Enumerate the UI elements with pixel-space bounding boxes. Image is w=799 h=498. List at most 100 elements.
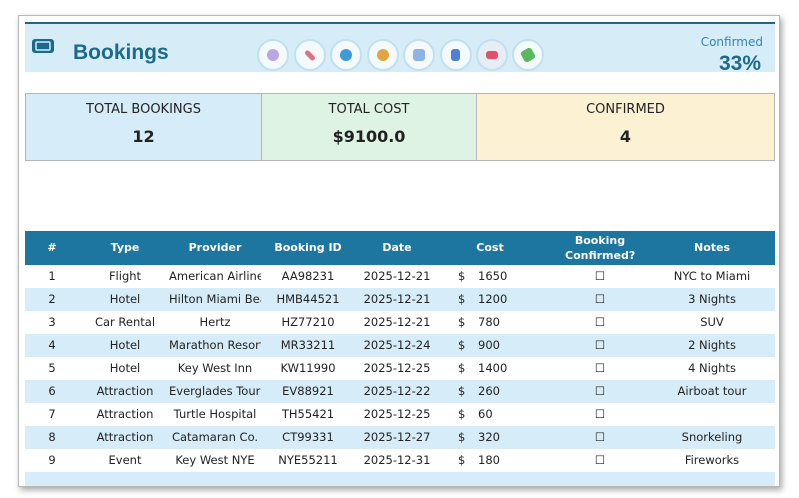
table-cell: 2025-12-31 [363,453,431,467]
table-cell: Everglades Tours [169,384,261,398]
checkbox[interactable]: ☐ [594,453,606,467]
table-cell: $ [458,407,466,421]
table-cell: $ [458,269,466,283]
checkbox[interactable]: ☐ [594,407,606,421]
table-cell: 320 [478,430,500,444]
kpi-label: TOTAL COST [328,102,410,117]
table-cell: TH55421 [281,407,335,421]
table-cell: KW11990 [280,361,336,375]
table-cell: 6 [48,384,56,398]
table-row: 6 Attraction Everglades Tours EV88921 2025-1… [25,380,775,403]
table-cell: EV88921 [282,384,334,398]
column-header: Booking Confirmed? [565,234,636,262]
checkbox[interactable]: ☐ [594,269,606,283]
table-cell: $ [458,430,466,444]
table-cell: 2025-12-24 [363,338,431,352]
table-header: # Type Provider Booking ID Date Cost Booking C… [25,231,775,265]
checkbox[interactable]: ☐ [594,384,606,398]
table-cell: Flight [108,269,142,283]
table-cell: HMB44521 [276,292,340,306]
icon-button[interactable] [257,39,289,71]
table-cell: 3 [48,315,56,329]
table-cell: 2025-12-21 [363,292,431,306]
column-header: Notes [693,241,731,254]
table-cell: NYE55211 [278,453,338,467]
table-cell: Attraction [96,384,154,398]
table-row: 5 Hotel Key West Inn KW11990 2025-12-25 $1400… [25,357,775,380]
table-row: 1 Flight American Airlines AA98231 2025-12-2… [25,265,775,288]
table-cell: Hotel [109,361,141,375]
confirmed-label: Confirmed [700,35,763,49]
table-cell: 4 [48,338,56,352]
table-cell: Hotel [109,338,141,352]
confirmed-percent: 33% [718,52,761,75]
header-band: Bookings Confirmed 33% [25,22,775,75]
table-cell: $ [458,384,466,398]
table-cell: $ [458,315,466,329]
column-header: Booking ID [274,241,342,254]
table-cell: Hotel [109,292,141,306]
column-header: Provider [188,241,242,254]
icon-button[interactable] [367,39,399,71]
table-cell: Turtle Hospital [173,407,257,421]
checkbox[interactable]: ☐ [594,338,606,352]
table-cell: 2025-12-21 [363,315,431,329]
table-cell: NYC to Miami [673,269,751,283]
table-cell: 3 Nights [688,292,736,306]
column-header: # [47,241,57,254]
table-cell: 180 [478,453,500,467]
table-cell: 8 [48,430,56,444]
icon-button[interactable] [330,39,362,71]
table-cell: 60 [478,407,493,421]
table-cell: 4 Nights [688,361,736,375]
table-row [25,472,775,486]
table-cell: Hertz [199,315,231,329]
table-cell: Event [108,453,142,467]
checkbox[interactable]: ☐ [594,430,606,444]
table-cell: $ [458,361,466,375]
checkbox[interactable]: ☐ [594,292,606,306]
kpi-card: TOTAL COST $9100.0 [261,93,477,161]
icon-button[interactable] [403,39,435,71]
table-cell: 1 [48,269,56,283]
kpi-card: CONFIRMED 4 [476,93,775,161]
table-cell: 2025-12-22 [363,384,431,398]
icon-button[interactable] [476,39,508,71]
table-cell: Fireworks [684,453,740,467]
table-cell: 1400 [478,361,508,375]
kpi-value: 12 [132,127,155,146]
kpi-value: $9100.0 [332,127,406,146]
table-row: 8 Attraction Catamaran Co. CT99331 2025-12-2… [25,426,775,449]
title: Bookings [73,41,169,64]
kpi-label: TOTAL BOOKINGS [86,102,201,117]
column-header: Date [382,241,412,254]
table-cell: 1200 [478,292,508,306]
table-cell: AA98231 [281,269,335,283]
table-cell: HZ77210 [281,315,335,329]
ticket-icon [32,39,54,53]
table-cell: Snorkeling [681,430,743,444]
kpi-card: TOTAL BOOKINGS 12 [25,93,262,161]
table-cell: 2 Nights [688,338,736,352]
table-row: 4 Hotel Marathon Resort MR33211 2025-12-24 $9… [25,334,775,357]
table-cell: 9 [48,453,56,467]
icon-button[interactable] [294,39,326,71]
checkbox[interactable]: ☐ [594,315,606,329]
kpi-label: CONFIRMED [586,102,665,117]
table-cell: 2025-12-25 [363,361,431,375]
table-cell: SUV [700,315,724,329]
table-row: 7 Attraction Turtle Hospital TH55421 2025-12… [25,403,775,426]
table-cell: Hilton Miami Beach [169,292,261,306]
table-cell: $ [458,453,466,467]
icon-button[interactable] [512,39,544,71]
checkbox[interactable]: ☐ [594,361,606,375]
table-cell: CT99331 [282,430,334,444]
table-row: 2 Hotel Hilton Miami Beach HMB44521 2025-12-… [25,288,775,311]
table-cell: 2025-12-27 [363,430,431,444]
table-cell: 5 [48,361,56,375]
icon-button[interactable] [440,39,472,71]
table-cell: Catamaran Co. [171,430,259,444]
table-cell: 7 [48,407,56,421]
column-header: Type [110,241,140,254]
